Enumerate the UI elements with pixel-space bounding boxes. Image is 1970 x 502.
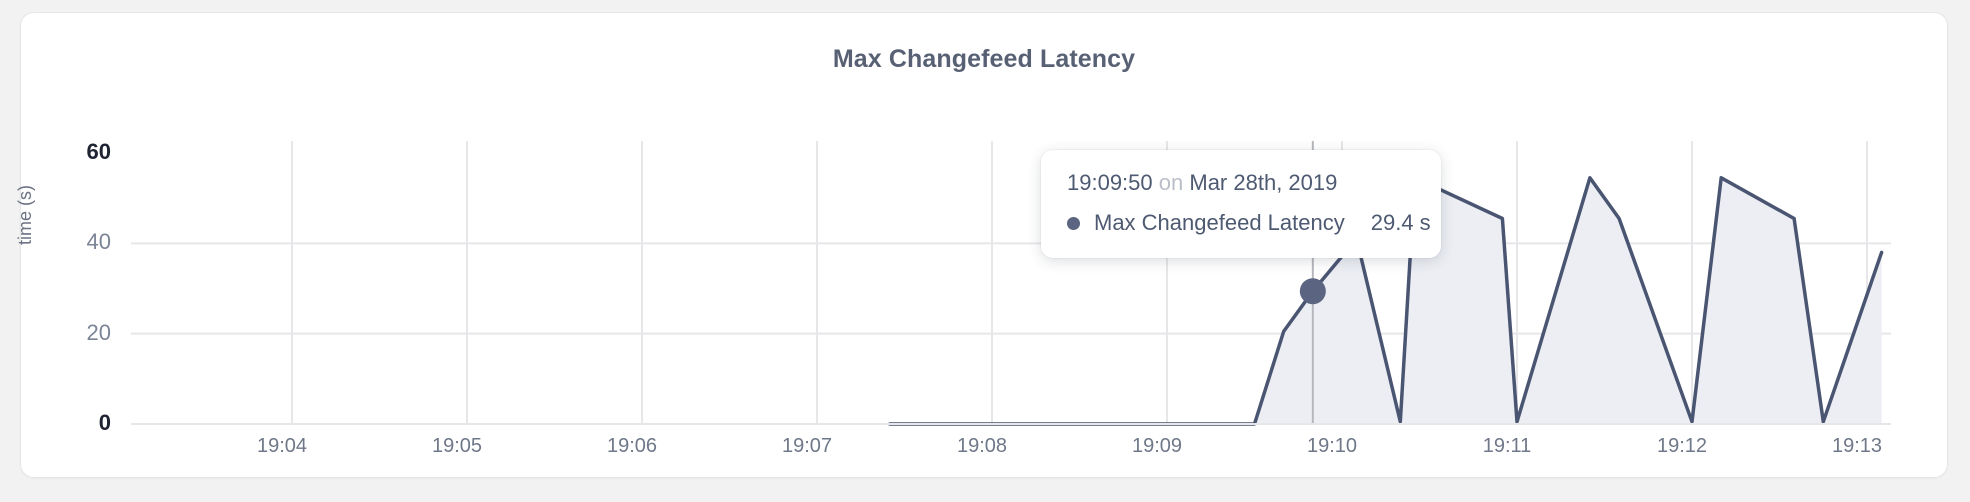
series-color-dot-icon (1067, 216, 1080, 230)
chart-card: Max Changefeed Latency time (s) 60 40 20… (15, 12, 1949, 479)
tooltip-on-word: on (1158, 170, 1184, 195)
chart-svg[interactable] (21, 13, 1949, 479)
y-axis-label: time (s) (15, 185, 35, 245)
y-tick-40: 40 (86, 229, 111, 254)
x-tick-1: 19:05 (431, 435, 483, 457)
page-title: Max Changefeed Latency (832, 45, 1136, 73)
tooltip-series-value: 29.4 s (1370, 210, 1431, 235)
tooltip-timestamp: 19:09:50 on Mar 28th, 2019 (1067, 170, 1415, 196)
x-tick-9: 19:13 (1831, 435, 1883, 457)
series-area-fill (889, 177, 1882, 424)
y-tick-60: 60 (86, 139, 111, 164)
series-line (888, 176, 1884, 426)
tooltip-series-row: Max Changefeed Latency 29.4 s (1067, 210, 1431, 236)
x-tick-5: 19:09 (1131, 435, 1183, 457)
y-tick-20: 20 (86, 320, 111, 345)
x-tick-3: 19:07 (781, 435, 833, 457)
tooltip-time: 19:09:50 (1067, 170, 1153, 195)
x-tick-7: 19:11 (1482, 435, 1532, 457)
x-tick-4: 19:08 (956, 435, 1008, 457)
tooltip-date: Mar 28th, 2019 (1189, 170, 1338, 195)
chart-tooltip: 19:09:50 on Mar 28th, 2019 Max Changefee… (1041, 150, 1441, 258)
hover-point-marker (1299, 278, 1326, 305)
x-tick-8: 19:12 (1656, 435, 1708, 457)
y-tick-0: 0 (98, 410, 111, 435)
tooltip-series-name: Max Changefeed Latency (1094, 210, 1345, 235)
x-tick-6: 19:10 (1306, 435, 1358, 457)
x-tick-0: 19:04 (256, 435, 308, 457)
x-tick-2: 19:06 (606, 435, 658, 457)
chart-plot-area: time (s) 60 40 20 0 19:04 19:05 19:06 19… (15, 13, 1949, 479)
